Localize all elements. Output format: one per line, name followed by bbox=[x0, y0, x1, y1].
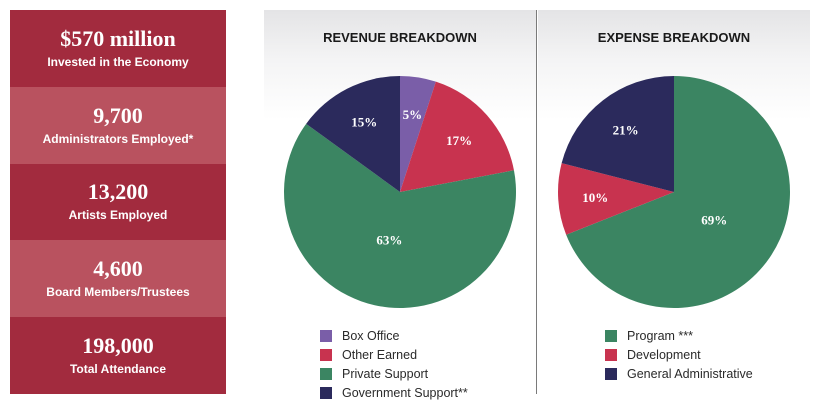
stat-artists: 13,200 Artists Employed bbox=[10, 163, 226, 241]
revenue-legend-swatch bbox=[320, 386, 332, 399]
revenue-legend-swatch bbox=[320, 348, 332, 361]
revenue-legend-item: Government Support** bbox=[320, 383, 468, 402]
stat-value: 198,000 bbox=[82, 333, 154, 359]
stat-label: Board Members/Trustees bbox=[46, 285, 190, 300]
expense-pie-chart: 69% 10% 21% bbox=[557, 76, 791, 308]
expense-slice-label-general-administrative: 21% bbox=[613, 123, 639, 138]
expense-slice-general-administrative bbox=[561, 76, 674, 192]
revenue-legend-item: Private Support bbox=[320, 364, 468, 383]
expense-legend-item: Program *** bbox=[605, 326, 753, 345]
revenue-pie-chart: 5% 17% 63% 15% bbox=[284, 76, 517, 308]
expense-chart-title: EXPENSE BREAKDOWN bbox=[597, 30, 751, 45]
expense-legend: Program *** Development General Administra… bbox=[605, 326, 753, 383]
expense-legend-item: Development bbox=[605, 345, 753, 364]
stat-value: 4,600 bbox=[93, 256, 143, 282]
revenue-legend-label: Private Support bbox=[342, 366, 429, 381]
revenue-slice-label-government-support: 15% bbox=[351, 115, 377, 130]
revenue-legend: Box Office Other Earned Private Support Gov… bbox=[320, 326, 468, 402]
stat-administrators: 9,700 Administrators Employed* bbox=[10, 86, 226, 164]
stat-attendance: 198,000 Total Attendance bbox=[10, 317, 226, 394]
stat-board-members: 4,600 Board Members/Trustees bbox=[10, 240, 226, 318]
revenue-legend-label: Box Office bbox=[342, 328, 400, 343]
expense-slice-development bbox=[557, 163, 674, 235]
expense-legend-swatch bbox=[605, 329, 617, 342]
expense-slice-program bbox=[566, 76, 791, 308]
revenue-legend-swatch bbox=[320, 367, 332, 380]
expense-legend-label: General Administrative bbox=[627, 366, 753, 381]
revenue-chart-panel: REVENUE BREAKDOWN 5% 17% 63% 15% Box Office… bbox=[264, 10, 536, 400]
stat-economy: $570 million Invested in the Economy bbox=[10, 10, 226, 87]
expense-slice-label-development: 10% bbox=[582, 190, 608, 205]
revenue-chart-title: REVENUE BREAKDOWN bbox=[323, 30, 477, 45]
revenue-slice-box-office bbox=[400, 76, 436, 192]
expense-chart-panel: EXPENSE BREAKDOWN 69% 10% 21% Program *** D… bbox=[538, 10, 810, 394]
stat-label: Administrators Employed* bbox=[42, 131, 194, 146]
revenue-slice-label-box-office: 5% bbox=[403, 107, 423, 122]
expense-legend-item: General Administrative bbox=[605, 364, 753, 383]
revenue-legend-item: Box Office bbox=[320, 326, 468, 345]
stat-value: 9,700 bbox=[93, 102, 143, 128]
expense-legend-swatch bbox=[605, 367, 617, 380]
revenue-legend-item: Other Earned bbox=[320, 345, 468, 364]
expense-legend-swatch bbox=[605, 348, 617, 361]
revenue-slice-label-other-earned: 17% bbox=[446, 133, 472, 148]
panel-divider bbox=[536, 10, 537, 394]
stat-value: $570 million bbox=[60, 25, 176, 51]
revenue-legend-label: Government Support** bbox=[342, 385, 468, 400]
revenue-slice-other-earned bbox=[400, 81, 514, 192]
revenue-slice-label-private-support: 63% bbox=[376, 233, 402, 248]
revenue-legend-label: Other Earned bbox=[342, 347, 418, 362]
stat-label: Artists Employed bbox=[68, 208, 168, 223]
stat-value: 13,200 bbox=[87, 179, 149, 205]
expense-legend-label: Development bbox=[627, 347, 701, 362]
revenue-slice-private-support bbox=[284, 123, 517, 308]
expense-slice-label-program: 69% bbox=[701, 212, 727, 227]
stats-column: $570 million Invested in the Economy 9,7… bbox=[10, 10, 226, 394]
stat-label: Total Attendance bbox=[69, 362, 166, 377]
stat-label: Invested in the Economy bbox=[47, 54, 189, 69]
revenue-slice-government-support bbox=[306, 76, 400, 192]
expense-legend-label: Program *** bbox=[627, 328, 693, 343]
revenue-legend-swatch bbox=[320, 329, 332, 342]
